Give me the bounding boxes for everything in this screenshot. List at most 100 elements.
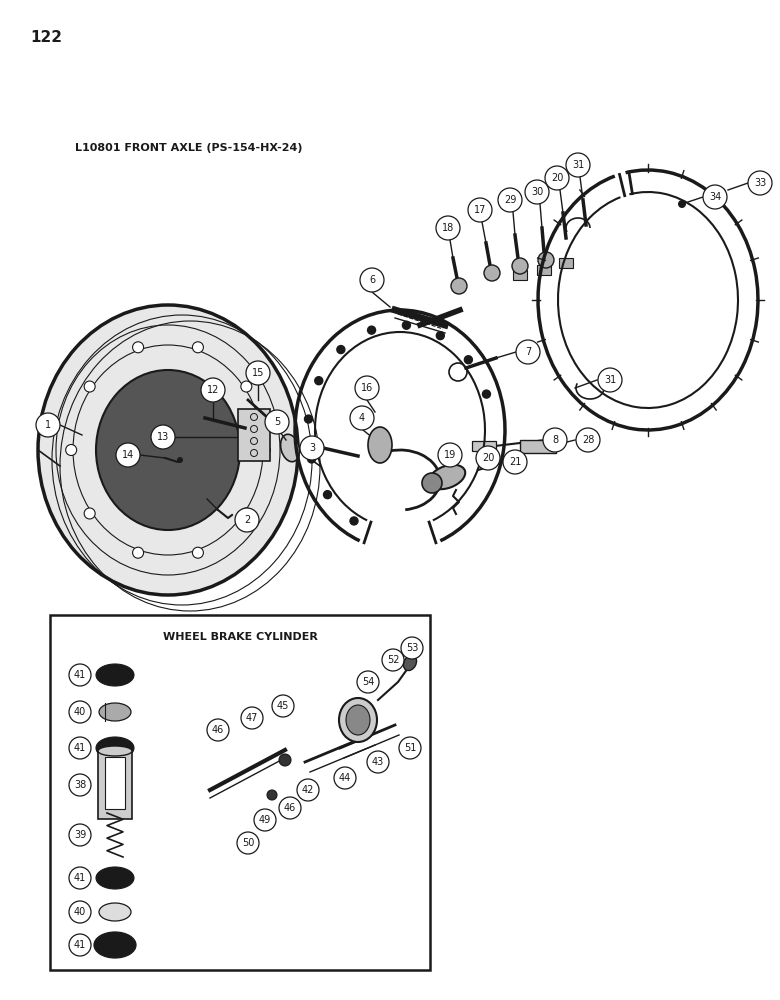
Ellipse shape <box>339 698 377 742</box>
Circle shape <box>235 508 259 532</box>
Text: 54: 54 <box>362 677 374 687</box>
Circle shape <box>133 342 144 353</box>
Bar <box>520 440 556 453</box>
Text: 49: 49 <box>259 815 271 825</box>
Text: 47: 47 <box>246 713 258 723</box>
Text: 41: 41 <box>74 873 86 883</box>
Circle shape <box>337 346 345 354</box>
Bar <box>238 409 270 461</box>
Circle shape <box>324 491 332 499</box>
Circle shape <box>36 413 60 437</box>
Circle shape <box>464 356 473 364</box>
Ellipse shape <box>99 703 131 721</box>
Circle shape <box>436 332 445 340</box>
Text: 7: 7 <box>525 347 531 357</box>
Circle shape <box>576 428 600 452</box>
Circle shape <box>201 378 225 402</box>
Text: 20: 20 <box>482 453 495 463</box>
Circle shape <box>436 216 460 240</box>
Circle shape <box>422 473 442 493</box>
Circle shape <box>678 200 686 208</box>
Circle shape <box>401 637 423 659</box>
Ellipse shape <box>346 705 370 735</box>
Ellipse shape <box>99 903 131 921</box>
Circle shape <box>272 695 294 717</box>
Circle shape <box>718 188 726 196</box>
Circle shape <box>259 444 271 456</box>
Bar <box>537 265 551 275</box>
Circle shape <box>237 832 259 854</box>
Circle shape <box>483 390 491 398</box>
Circle shape <box>69 934 91 956</box>
Circle shape <box>300 436 324 460</box>
Circle shape <box>69 664 91 686</box>
Ellipse shape <box>281 434 300 462</box>
Circle shape <box>177 457 183 463</box>
Text: 20: 20 <box>551 173 563 183</box>
Text: 31: 31 <box>604 375 616 385</box>
Circle shape <box>66 444 76 456</box>
Circle shape <box>438 443 462 467</box>
Circle shape <box>116 443 140 467</box>
Text: 30: 30 <box>531 187 543 197</box>
Circle shape <box>307 455 316 463</box>
Text: 41: 41 <box>74 940 86 950</box>
Text: 17: 17 <box>473 205 486 215</box>
Text: 8: 8 <box>552 435 558 445</box>
Circle shape <box>297 779 319 801</box>
Ellipse shape <box>98 746 132 756</box>
Bar <box>472 441 496 451</box>
Circle shape <box>357 671 379 693</box>
Ellipse shape <box>96 664 134 686</box>
Ellipse shape <box>368 427 392 463</box>
Text: WHEEL BRAKE CYLINDER: WHEEL BRAKE CYLINDER <box>162 632 317 642</box>
Bar <box>98 751 132 819</box>
Circle shape <box>84 381 95 392</box>
Circle shape <box>304 415 313 423</box>
Ellipse shape <box>96 737 134 759</box>
Text: 5: 5 <box>274 417 280 427</box>
Circle shape <box>69 867 91 889</box>
Circle shape <box>350 517 358 525</box>
Text: 14: 14 <box>122 450 134 460</box>
Circle shape <box>367 751 389 773</box>
Circle shape <box>525 180 549 204</box>
Circle shape <box>133 547 144 558</box>
Text: 53: 53 <box>406 643 418 653</box>
Text: 1: 1 <box>45 420 51 430</box>
Text: 15: 15 <box>252 368 264 378</box>
Text: 40: 40 <box>74 907 86 917</box>
Text: 46: 46 <box>284 803 296 813</box>
Circle shape <box>241 508 252 519</box>
Circle shape <box>566 153 590 177</box>
Ellipse shape <box>94 932 136 958</box>
Circle shape <box>503 450 527 474</box>
Circle shape <box>512 258 528 274</box>
Circle shape <box>516 340 540 364</box>
Text: 18: 18 <box>442 223 454 233</box>
Circle shape <box>355 376 379 400</box>
Circle shape <box>265 410 289 434</box>
Text: 31: 31 <box>572 160 584 170</box>
Text: 3: 3 <box>309 443 315 453</box>
Circle shape <box>246 361 270 385</box>
Ellipse shape <box>96 867 134 889</box>
Text: 6: 6 <box>369 275 375 285</box>
Circle shape <box>703 185 727 209</box>
Circle shape <box>315 377 323 385</box>
Circle shape <box>360 268 384 292</box>
Text: L10801 FRONT AXLE (PS-154-HX-24): L10801 FRONT AXLE (PS-154-HX-24) <box>75 143 303 153</box>
Circle shape <box>402 321 410 329</box>
Text: 12: 12 <box>207 385 219 395</box>
Circle shape <box>468 198 492 222</box>
Circle shape <box>279 797 301 819</box>
Text: 44: 44 <box>339 773 351 783</box>
Circle shape <box>538 252 554 268</box>
Text: 45: 45 <box>277 701 289 711</box>
Circle shape <box>241 707 263 729</box>
Text: 41: 41 <box>74 670 86 680</box>
Circle shape <box>69 824 91 846</box>
Bar <box>50 615 430 970</box>
Circle shape <box>484 265 500 281</box>
Bar <box>105 757 125 809</box>
